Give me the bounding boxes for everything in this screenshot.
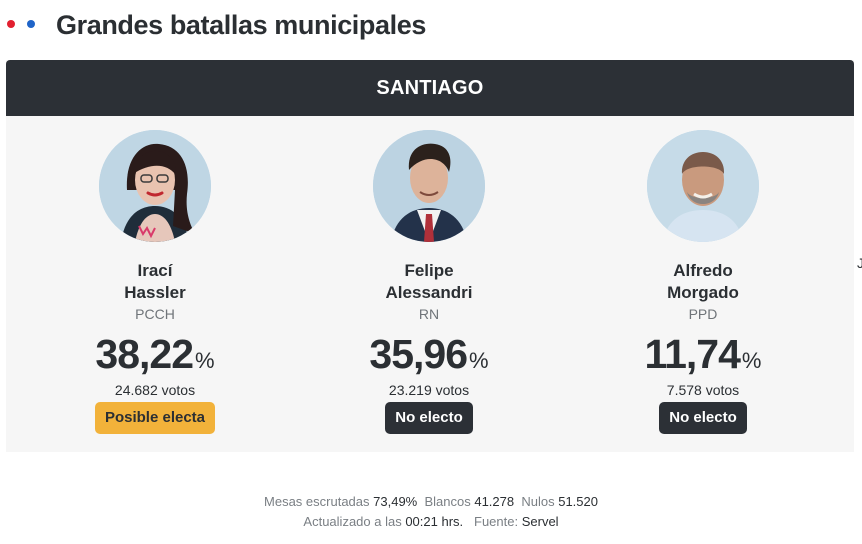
next-arrow-fragment[interactable]: Ј	[857, 255, 862, 271]
results-footer: Mesas escrutadas 73,49% Blancos 41.278 N…	[0, 492, 862, 532]
candidate-party: PPD	[688, 306, 718, 322]
candidate-party: PCCH	[135, 306, 175, 322]
candidate-name: Alfredo Morgado	[667, 261, 739, 302]
candidate-votes: 24.682 votos	[114, 382, 196, 398]
page-header: Grandes batallas municipales	[0, 0, 862, 58]
candidate-name: Felipe Alessandri	[385, 261, 473, 302]
candidate-name: Irací Hassler	[124, 261, 186, 302]
commune-name: SANTIAGO	[376, 76, 484, 99]
footer-update-line: Actualizado a las 00:21 hrs. Fuente: Ser…	[303, 514, 559, 529]
status-badge: Posible electa	[94, 402, 216, 434]
blue-dot-icon	[27, 20, 35, 28]
candidate-card: Irací Hassler PCCH 38,22% 24.682 votos P…	[55, 130, 255, 434]
commune-bar: SANTIAGO	[6, 60, 854, 116]
page-title: Grandes batallas municipales	[56, 10, 426, 40]
footer-stats-line: Mesas escrutadas 73,49% Blancos 41.278 N…	[264, 494, 598, 509]
candidate-photo	[99, 130, 211, 242]
candidate-percentage: 38,22%	[95, 331, 215, 377]
status-badge: No electo	[385, 402, 473, 434]
candidate-party: RN	[418, 306, 440, 322]
candidate-photo	[647, 130, 759, 242]
candidate-card: Felipe Alessandri RN 35,96% 23.219 votos…	[329, 130, 529, 434]
race-card: SANTIAGO Irací Hassler PCCH 38,22%	[6, 60, 854, 452]
status-badge: No electo	[659, 402, 747, 434]
candidate-votes: 7.578 votos	[666, 382, 740, 398]
candidate-percentage: 35,96%	[369, 331, 489, 377]
candidate-percentage: 11,74%	[644, 331, 762, 377]
candidate-votes: 23.219 votos	[388, 382, 470, 398]
candidate-card: Alfredo Morgado PPD 11,74% 7.578 votos N…	[603, 130, 803, 434]
candidate-photo	[373, 130, 485, 242]
red-dot-icon	[7, 20, 15, 28]
